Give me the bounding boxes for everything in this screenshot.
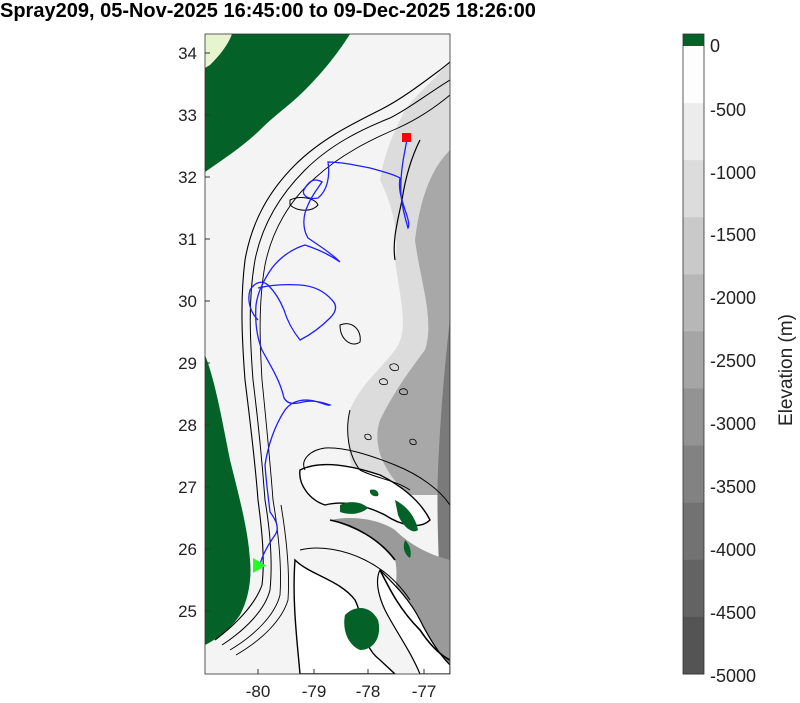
colorbar	[683, 34, 704, 675]
colorbar-band	[683, 502, 704, 561]
colorbar-band	[683, 559, 704, 618]
colorbar-title: Elevation (m)	[776, 314, 797, 426]
land-island-4	[403, 540, 411, 558]
colorbar-band	[683, 388, 704, 447]
colorbar-tick-label: 0	[710, 36, 720, 56]
colorbar-frame	[682, 33, 705, 675]
land-island-3	[395, 500, 418, 532]
land-island-1	[340, 502, 368, 514]
lat-tick-label: 34	[178, 44, 197, 63]
land-carolinas	[205, 34, 350, 172]
colorbar-tick-label: -4000	[710, 540, 756, 560]
colorbar-tick-label: -4500	[710, 603, 756, 623]
lat-tick-label: 30	[178, 292, 197, 311]
land-island-2	[344, 608, 380, 650]
colorbar-band	[683, 331, 704, 390]
colorbar-tick-label: -5000	[710, 666, 756, 686]
glider-track-loop	[248, 281, 337, 341]
map-frame	[204, 33, 451, 675]
lat-tick-label: 26	[178, 540, 197, 559]
map-title: Spray209, 05-Nov-2025 16:45:00 to 09-Dec…	[0, 0, 536, 22]
land-florida	[205, 355, 251, 645]
lat-tick-label: 28	[178, 416, 197, 435]
colorbar-band	[683, 160, 704, 218]
colorbar-land-band	[683, 34, 704, 46]
lat-tick-label: 32	[178, 168, 197, 187]
land-coastline-light	[205, 34, 232, 68]
start-marker	[253, 558, 266, 573]
colorbar-tick-label: -2500	[710, 351, 756, 371]
colorbar-band	[683, 274, 704, 332]
lon-tick-label: -79	[302, 682, 327, 701]
lat-tick-label: 31	[178, 230, 197, 249]
colorbar-band	[683, 616, 704, 675]
lat-tick-label: 25	[178, 602, 197, 621]
bahamas-bank-south-lower	[376, 568, 450, 674]
colorbar-tick-label: -1500	[710, 225, 756, 245]
lat-tick-label: 29	[178, 354, 197, 373]
lon-tick-label: -80	[246, 682, 271, 701]
lon-axis: -80 -79 -78 -77	[246, 669, 437, 701]
colorbar-ticks: 0 -500 -1000 -1500 -2000 -2500 -3000 -35…	[710, 36, 756, 686]
lat-tick-label: 27	[178, 478, 197, 497]
colorbar-tick-label: -2000	[710, 288, 756, 308]
lat-axis: 34 33 32 31 30 29 28 27 26 25	[178, 44, 210, 621]
colorbar-band	[683, 217, 704, 275]
colorbar-band	[683, 445, 704, 504]
glider-track	[255, 137, 410, 566]
colorbar-tick-label: -1000	[710, 163, 756, 183]
colorbar-tick-label: -500	[710, 100, 746, 120]
colorbar-tick-label: -3500	[710, 477, 756, 497]
colorbar-band	[683, 46, 704, 104]
lon-tick-label: -78	[356, 682, 381, 701]
end-marker	[402, 133, 411, 142]
colorbar-tick-label: -3000	[710, 414, 756, 434]
colorbar-band	[683, 103, 704, 161]
land-island-5	[369, 489, 379, 497]
lat-tick-label: 33	[178, 106, 197, 125]
lon-tick-label: -77	[412, 682, 437, 701]
map-area	[205, 34, 450, 674]
deep-basin	[377, 150, 450, 495]
